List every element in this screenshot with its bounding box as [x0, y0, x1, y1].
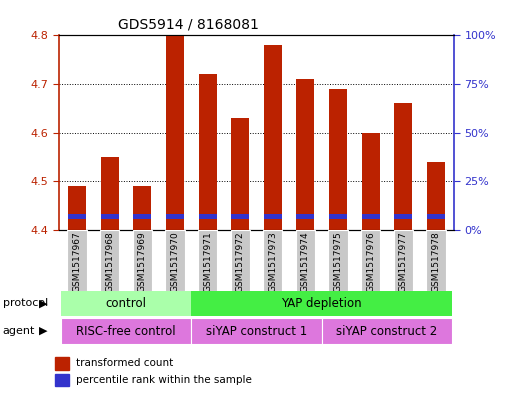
Bar	[132, 230, 152, 291]
Bar	[394, 230, 413, 291]
Bar	[231, 118, 249, 230]
Bar	[61, 291, 191, 316]
Text: GSM1517967: GSM1517967	[72, 232, 82, 292]
Text: RISC-free control: RISC-free control	[76, 325, 176, 338]
Text: GSM1517969: GSM1517969	[138, 232, 147, 292]
Bar	[264, 214, 282, 219]
Bar	[68, 186, 86, 230]
Text: GSM1517974: GSM1517974	[301, 232, 310, 292]
Bar	[297, 214, 314, 219]
Bar	[68, 214, 86, 219]
Text: GSM1517977: GSM1517977	[399, 232, 408, 292]
Bar	[191, 291, 452, 316]
Bar	[426, 230, 446, 291]
Bar	[328, 230, 348, 291]
Bar	[362, 133, 380, 230]
Bar	[427, 214, 445, 219]
Bar	[264, 45, 282, 230]
Bar	[55, 374, 69, 386]
Text: GSM1517971: GSM1517971	[203, 232, 212, 292]
Bar	[427, 162, 445, 230]
Text: siYAP construct 2: siYAP construct 2	[337, 325, 438, 338]
Text: GDS5914 / 8168081: GDS5914 / 8168081	[118, 17, 259, 31]
Text: transformed count: transformed count	[75, 358, 173, 368]
Bar	[230, 230, 250, 291]
Text: GSM1517972: GSM1517972	[235, 232, 245, 292]
Bar	[166, 35, 184, 230]
Text: GSM1517973: GSM1517973	[268, 232, 278, 292]
Text: GSM1517970: GSM1517970	[170, 232, 180, 292]
Text: percentile rank within the sample: percentile rank within the sample	[75, 375, 251, 385]
Text: GSM1517978: GSM1517978	[431, 232, 441, 292]
Text: protocol: protocol	[3, 298, 48, 309]
Bar	[61, 318, 191, 344]
Text: YAP depletion: YAP depletion	[282, 297, 362, 310]
Text: ▶: ▶	[39, 326, 48, 336]
Bar	[166, 214, 184, 219]
Bar	[394, 103, 412, 230]
Bar	[361, 230, 380, 291]
Bar	[101, 214, 119, 219]
Bar	[199, 74, 216, 230]
Bar	[297, 79, 314, 230]
Bar	[322, 318, 452, 344]
Text: GSM1517976: GSM1517976	[366, 232, 375, 292]
Bar	[191, 318, 322, 344]
Text: GSM1517975: GSM1517975	[333, 232, 343, 292]
Text: GSM1517968: GSM1517968	[105, 232, 114, 292]
Bar	[198, 230, 217, 291]
Bar	[329, 89, 347, 230]
Text: ▶: ▶	[39, 298, 48, 309]
Bar	[362, 214, 380, 219]
Bar	[101, 157, 119, 230]
Bar	[133, 214, 151, 219]
Bar	[133, 186, 151, 230]
Bar	[394, 214, 412, 219]
Bar	[199, 214, 216, 219]
Bar	[67, 230, 87, 291]
Text: control: control	[105, 297, 146, 310]
Text: siYAP construct 1: siYAP construct 1	[206, 325, 307, 338]
Bar	[263, 230, 283, 291]
Bar	[231, 214, 249, 219]
Bar	[100, 230, 119, 291]
Bar	[296, 230, 315, 291]
Bar	[165, 230, 185, 291]
Bar	[329, 214, 347, 219]
Text: agent: agent	[3, 326, 35, 336]
Bar	[55, 357, 69, 369]
